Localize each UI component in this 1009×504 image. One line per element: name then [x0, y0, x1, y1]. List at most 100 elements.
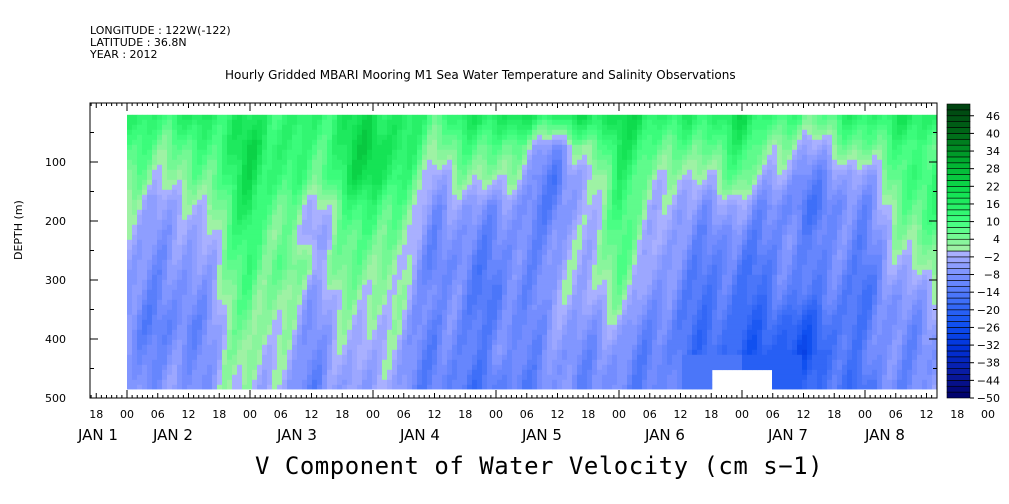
heatmap-cell — [482, 274, 488, 281]
heatmap-cell — [332, 239, 338, 246]
heatmap-cell — [557, 329, 563, 336]
heatmap-cell — [347, 139, 353, 146]
heatmap-cell — [367, 234, 373, 241]
heatmap-cell — [212, 159, 218, 166]
heatmap-cell — [307, 379, 313, 386]
heatmap-cell — [222, 279, 228, 286]
heatmap-cell — [542, 204, 548, 211]
heatmap-cell — [267, 309, 273, 316]
heatmap-cell — [547, 114, 553, 121]
heatmap-cell — [227, 269, 233, 276]
heatmap-cell — [572, 149, 578, 156]
heatmap-cell — [537, 314, 543, 321]
heatmap-cell — [222, 359, 228, 366]
heatmap-cell — [132, 339, 138, 346]
heatmap-cell — [417, 159, 423, 166]
heatmap-cell — [447, 379, 453, 386]
heatmap-cell — [392, 289, 398, 296]
heatmap-cell — [192, 354, 198, 361]
heatmap-cell — [557, 264, 563, 271]
heatmap-cell — [482, 179, 488, 186]
heatmap-cell — [347, 384, 353, 390]
heatmap-cell — [362, 379, 368, 386]
heatmap-cell — [327, 204, 333, 211]
heatmap-cell — [552, 204, 558, 211]
heatmap-cell — [567, 314, 573, 321]
heatmap-cell — [512, 149, 518, 156]
heatmap-cell — [372, 279, 378, 286]
heatmap-cell — [492, 154, 498, 161]
heatmap-cell — [227, 179, 233, 186]
heatmap-cell — [142, 379, 148, 386]
heatmap-cell — [162, 229, 168, 236]
heatmap-cell — [327, 219, 333, 226]
heatmap-cell — [132, 154, 138, 161]
heatmap-cell — [157, 124, 163, 131]
heatmap-cell — [247, 199, 253, 206]
heatmap-cell — [292, 284, 298, 291]
heatmap-cell — [452, 194, 458, 201]
heatmap-cell — [502, 249, 508, 256]
heatmap-cell — [437, 259, 443, 266]
heatmap-cell — [352, 339, 358, 346]
heatmap-cell — [397, 314, 403, 321]
heatmap-cell — [307, 184, 313, 191]
heatmap-cell — [347, 209, 353, 216]
heatmap-cell — [387, 309, 393, 316]
heatmap-cell — [457, 184, 463, 191]
heatmap-cell — [187, 179, 193, 186]
heatmap-cell — [147, 169, 153, 176]
heatmap-cell — [322, 184, 328, 191]
heatmap-cell — [517, 179, 523, 186]
heatmap-cell — [372, 319, 378, 326]
heatmap-cell — [547, 194, 553, 201]
heatmap-cell — [422, 134, 428, 141]
heatmap-cell — [127, 304, 133, 311]
heatmap-cell — [312, 129, 318, 136]
heatmap-cell — [382, 204, 388, 211]
heatmap-cell — [482, 304, 488, 311]
heatmap-cell — [357, 264, 363, 271]
heatmap-cell — [217, 204, 223, 211]
heatmap-cell — [402, 234, 408, 241]
heatmap-cell — [307, 154, 313, 161]
heatmap-cell — [447, 359, 453, 366]
heatmap-cell — [522, 359, 528, 366]
heatmap-cell — [192, 274, 198, 281]
heatmap-cell — [257, 364, 263, 371]
heatmap-cell — [152, 204, 158, 211]
heatmap-cell — [562, 224, 568, 231]
heatmap-cell — [292, 129, 298, 136]
heatmap-cell — [292, 349, 298, 356]
heatmap-cell — [172, 314, 178, 321]
heatmap-cell — [427, 309, 433, 316]
heatmap-cell — [267, 134, 273, 141]
heatmap-cell — [262, 114, 268, 121]
heatmap-cell — [412, 234, 418, 241]
heatmap-cell — [512, 219, 518, 226]
heatmap-cell — [342, 174, 348, 181]
heatmap-cell — [532, 199, 538, 206]
heatmap-cell — [477, 189, 483, 196]
heatmap-cell — [327, 384, 333, 390]
heatmap-cell — [482, 259, 488, 266]
heatmap-cell — [377, 239, 383, 246]
heatmap-cell — [207, 364, 213, 371]
heatmap-cell — [447, 344, 453, 351]
heatmap-cell — [362, 204, 368, 211]
heatmap-cell — [137, 339, 143, 346]
heatmap-cell — [532, 204, 538, 211]
heatmap-cell — [382, 339, 388, 346]
heatmap-cell — [332, 364, 338, 371]
heatmap-cell — [502, 179, 508, 186]
heatmap-cell — [577, 299, 583, 306]
heatmap-cell — [202, 144, 208, 151]
heatmap-cell — [302, 314, 308, 321]
heatmap-cell — [462, 169, 468, 176]
heatmap-cell — [532, 134, 538, 141]
heatmap-cell — [357, 369, 363, 376]
heatmap-cell — [342, 214, 348, 221]
heatmap-cell — [547, 269, 553, 276]
heatmap-cell — [502, 329, 508, 336]
heatmap-cell — [152, 329, 158, 336]
